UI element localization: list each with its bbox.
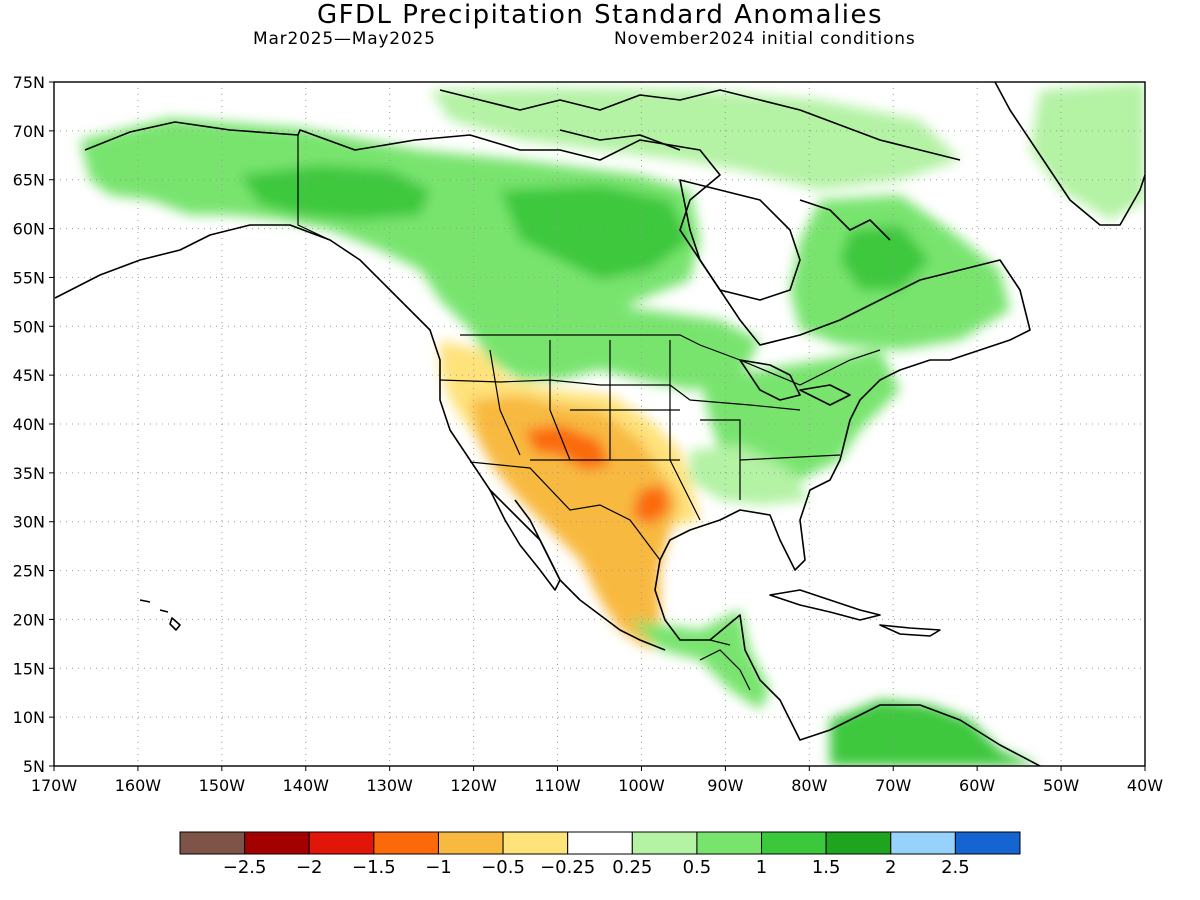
anomaly-shading xyxy=(80,82,1145,766)
lon-tick-label: 130W xyxy=(367,776,414,795)
great-lakes xyxy=(739,359,851,406)
alaska-dark-green-core xyxy=(240,165,430,220)
forecast-period: Mar2025—May2025 xyxy=(253,29,436,49)
lat-tick-label: 35N xyxy=(13,464,45,483)
lon-tick-label: 100W xyxy=(618,776,665,795)
hawaii-islands xyxy=(139,599,181,631)
colorbar: −2.5 −2 −1.5 −1 −0.5 −0.25 0.25 0.5 1 1.5 2 2.5 xyxy=(179,831,1021,878)
colorbar-label: −1 xyxy=(425,857,452,878)
lat-lon-grid xyxy=(54,82,1145,766)
colorbar-label: 2.5 xyxy=(941,857,970,878)
colorbar-swatch xyxy=(631,831,698,855)
colorbar-swatch xyxy=(954,831,1021,855)
southeast-light-green xyxy=(690,445,810,505)
colorbar-swatch xyxy=(761,831,827,855)
lat-tick-label: 10N xyxy=(13,708,45,727)
lon-tick-label: 160W xyxy=(115,776,162,795)
colorbar-swatch xyxy=(437,831,504,855)
lon-tick-label: 90W xyxy=(707,776,743,795)
lat-tick-label: 50N xyxy=(13,317,45,336)
lat-tick-label: 70N xyxy=(13,122,45,141)
colorbar-swatch xyxy=(244,831,310,855)
lon-tick-label: 80W xyxy=(791,776,827,795)
colorbar-swatch xyxy=(825,831,892,855)
lat-tick-label: 60N xyxy=(13,220,45,239)
lon-tick-label: 70W xyxy=(875,776,911,795)
colorbar-swatch xyxy=(567,831,633,855)
quebec-dark-green xyxy=(840,225,930,290)
south-america-green xyxy=(830,700,1040,766)
hudson-west-dark-green xyxy=(500,185,690,280)
colorbar-label: −1.5 xyxy=(352,857,396,878)
lat-tick-label: 45N xyxy=(13,366,45,385)
hudson-bay-coastline xyxy=(679,179,801,301)
lat-tick-label: 15N xyxy=(13,659,45,678)
lon-tick-label: 60W xyxy=(959,776,995,795)
colorbar-label: 1.5 xyxy=(812,857,841,878)
us-mexico-border xyxy=(469,461,661,561)
colorbar-label: −2.5 xyxy=(223,857,267,878)
southwest-orange xyxy=(470,395,680,650)
arctic-light-green xyxy=(430,88,960,190)
lon-tick-label: 150W xyxy=(199,776,246,795)
map-title: GFDL Precipitation Standard Anomalies xyxy=(316,0,884,30)
us-state-lines xyxy=(439,340,841,521)
caribbean-islands xyxy=(769,589,941,637)
political-boundaries xyxy=(297,135,881,691)
lon-tick-label: 110W xyxy=(534,776,581,795)
pacific-coastline xyxy=(54,121,1041,766)
colorbar-swatch xyxy=(890,831,956,855)
arctic-islands xyxy=(439,89,961,241)
coastlines xyxy=(54,82,1145,766)
colorbar-swatch xyxy=(502,831,569,855)
colorbar-label: 0.5 xyxy=(683,857,712,878)
lat-tick-label: 40N xyxy=(13,415,45,434)
lat-tick-label: 75N xyxy=(13,73,45,92)
us-canada-border xyxy=(460,334,881,386)
lat-tick-label: 55N xyxy=(13,268,45,287)
lat-tick-label: 30N xyxy=(13,513,45,532)
lat-tick-label: 5N xyxy=(23,757,45,776)
lon-tick-label: 50W xyxy=(1043,776,1079,795)
four-corners-dark-orange xyxy=(525,425,610,470)
central-america-borders xyxy=(699,639,751,691)
lon-tick-label: 120W xyxy=(450,776,497,795)
colorbar-label: −0.5 xyxy=(481,857,525,878)
longitude-axis: 170W 160W 150W 140W 130W 120W 110W 100W 90W 80W 70… xyxy=(31,766,1163,795)
alaska-canada-border xyxy=(297,135,331,241)
colorbar-swatch xyxy=(179,831,246,855)
colorbar-swatch xyxy=(373,831,439,855)
lat-tick-label: 25N xyxy=(13,562,45,581)
lat-tick-label: 65N xyxy=(13,171,45,190)
initial-conditions-label: November2024 initial conditions xyxy=(614,29,916,49)
colorbar-label: −2 xyxy=(296,857,323,878)
colorbar-label: −0.25 xyxy=(540,857,595,878)
colorbar-label: 2 xyxy=(885,857,896,878)
greenland-light-green xyxy=(1030,82,1145,220)
lon-tick-label: 170W xyxy=(31,776,78,795)
lon-tick-label: 140W xyxy=(283,776,330,795)
colorbar-swatch xyxy=(308,831,375,855)
baja-coastline xyxy=(489,489,561,591)
latitude-axis: 75N 70N 65N 60N 55N 50N 45N 40N 35N 30N 25N 20N 15N 1… xyxy=(13,73,54,776)
colorbar-swatch xyxy=(696,831,763,855)
lon-tick-label: 40W xyxy=(1127,776,1163,795)
greenland-coastline xyxy=(994,82,1145,226)
lat-tick-label: 20N xyxy=(13,610,45,629)
colorbar-label: 0.25 xyxy=(612,857,652,878)
alaska-green-region xyxy=(80,118,700,345)
prairies-green xyxy=(470,300,760,390)
colorbar-label: 1 xyxy=(756,857,767,878)
